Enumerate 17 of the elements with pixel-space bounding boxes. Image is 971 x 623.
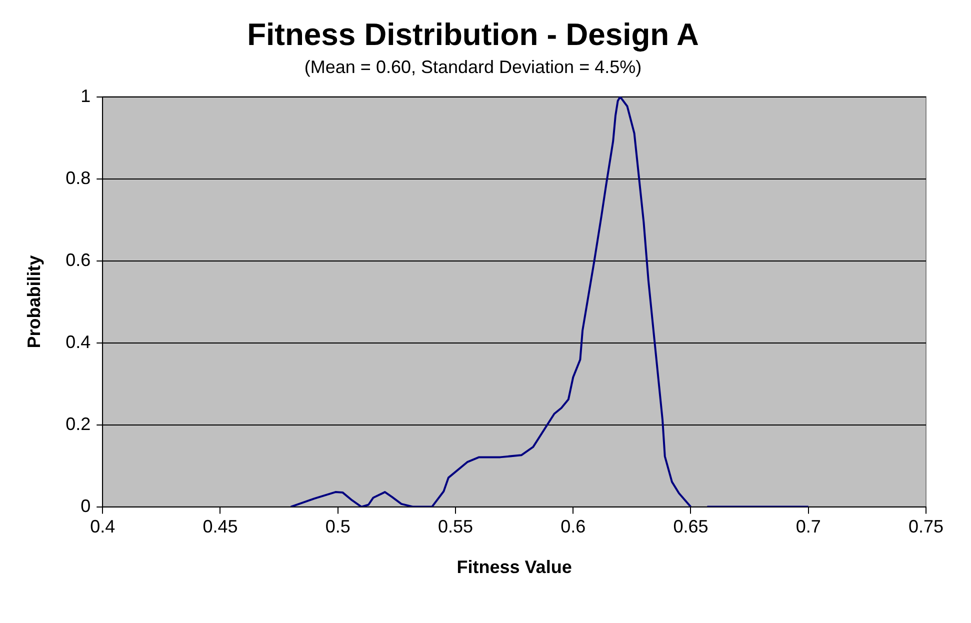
y-axis-title: Probability xyxy=(24,255,44,348)
x-tick-label: 0.65 xyxy=(673,516,708,537)
x-tick-label: 0.5 xyxy=(325,516,350,537)
chart-subtitle: (Mean = 0.60, Standard Deviation = 4.5%) xyxy=(304,56,642,77)
y-tick-label: 0.6 xyxy=(66,250,91,270)
y-tick-label: 1 xyxy=(80,86,91,106)
x-tick-label: 0.75 xyxy=(908,516,944,537)
y-tick-label: 0.4 xyxy=(66,332,91,352)
chart-title: Fitness Distribution - Design A xyxy=(247,17,699,52)
x-tick-label: 0.7 xyxy=(796,516,821,537)
y-tick-label: 0.8 xyxy=(66,168,91,188)
x-tick-label: 0.45 xyxy=(202,516,238,537)
x-axis-title: Fitness Value xyxy=(456,557,572,578)
y-tick-label: 0.2 xyxy=(66,414,91,434)
x-tick-label: 0.6 xyxy=(560,516,586,537)
y-tick-label: 0 xyxy=(80,496,91,516)
x-tick-label: 0.55 xyxy=(438,516,474,537)
